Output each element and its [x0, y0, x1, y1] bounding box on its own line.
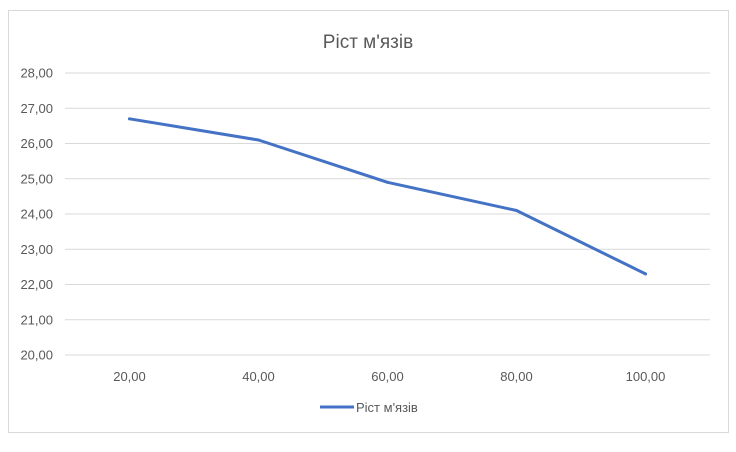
y-axis-ticks: 20,00 21,00 22,00 23,00 24,00 25,00 26,00 27,00…	[20, 66, 53, 363]
x-axis-ticks: 20,00 40,00 60,00 80,00 100,00	[113, 369, 665, 384]
x-tick-label: 40,00	[242, 369, 275, 384]
x-tick-label: 80,00	[500, 369, 533, 384]
data-point	[386, 180, 389, 184]
series-layer	[128, 117, 647, 276]
y-tick-label: 20,00	[20, 348, 53, 363]
x-tick-label: 100,00	[626, 369, 666, 384]
y-tick-label: 26,00	[20, 136, 53, 151]
x-tick-label: 60,00	[371, 369, 404, 384]
data-point	[257, 138, 260, 142]
gridlines	[65, 72, 710, 356]
data-point	[515, 208, 518, 212]
y-tick-label: 27,00	[20, 101, 53, 116]
legend-label: Ріст м'язів	[356, 400, 418, 415]
y-tick-label: 24,00	[20, 207, 53, 222]
y-tick-label: 25,00	[20, 171, 53, 186]
chart-title: Ріст м'язів	[323, 32, 413, 53]
series-line	[128, 117, 647, 276]
data-point	[128, 117, 131, 121]
y-tick-label: 21,00	[20, 312, 53, 327]
x-tick-label: 20,00	[113, 369, 146, 384]
data-point	[644, 272, 647, 276]
y-tick-label: 23,00	[20, 242, 53, 257]
legend: Ріст м'язів	[320, 400, 418, 415]
y-tick-label: 22,00	[20, 277, 53, 292]
chart-frame	[8, 10, 729, 433]
y-tick-label: 28,00	[20, 66, 53, 81]
